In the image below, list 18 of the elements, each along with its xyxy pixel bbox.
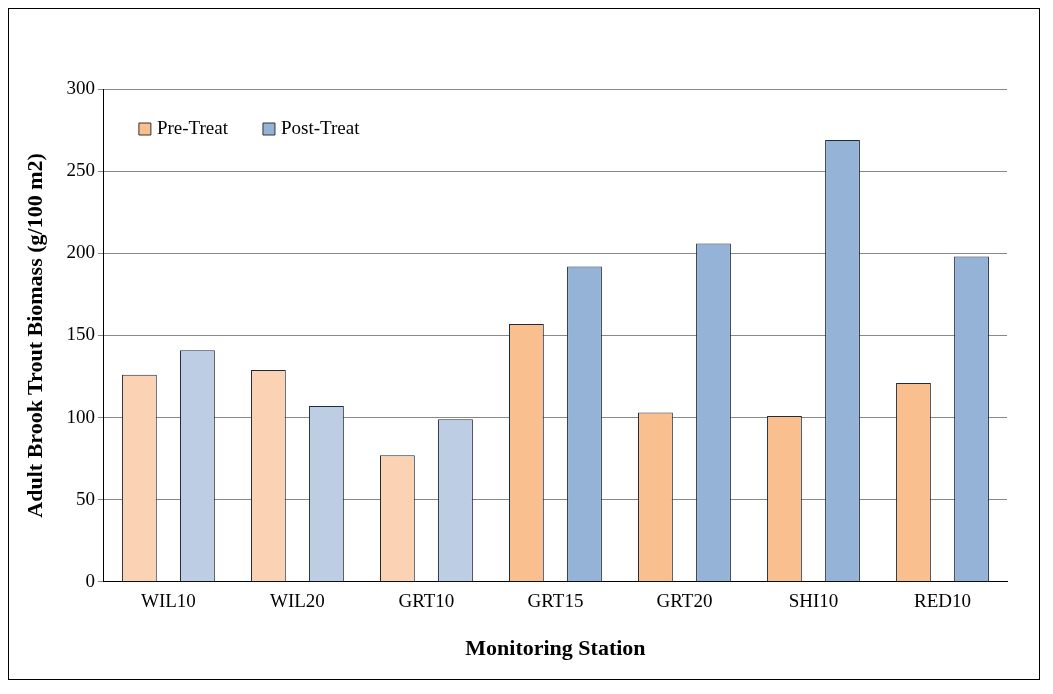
x-tick-label: SHI10	[788, 590, 839, 612]
y-tick-label: 50	[75, 487, 95, 509]
x-tick-label: WIL10	[140, 590, 196, 612]
x-tick-label: RED10	[913, 590, 971, 612]
y-tick-label: 0	[85, 569, 95, 591]
y-tick-label: 150	[66, 323, 95, 345]
y-tick-label: 100	[66, 405, 95, 427]
legend-label: Pre-Treat	[156, 116, 229, 138]
x-tick-label: GRT15	[527, 590, 584, 612]
x-tick-label: GRT20	[656, 590, 713, 612]
x-axis-title: Monitoring Station	[465, 635, 646, 661]
y-tick-label: 250	[66, 159, 95, 181]
y-tick-label: 200	[66, 241, 95, 263]
legend-label: Post-Treat	[280, 116, 361, 138]
y-tick-label: 300	[66, 76, 95, 98]
x-tick-label: WIL20	[269, 590, 325, 612]
x-tick-label: GRT10	[398, 590, 455, 612]
y-axis-title: Adult Brook Trout Biomass (g/100 m2)	[21, 153, 47, 518]
